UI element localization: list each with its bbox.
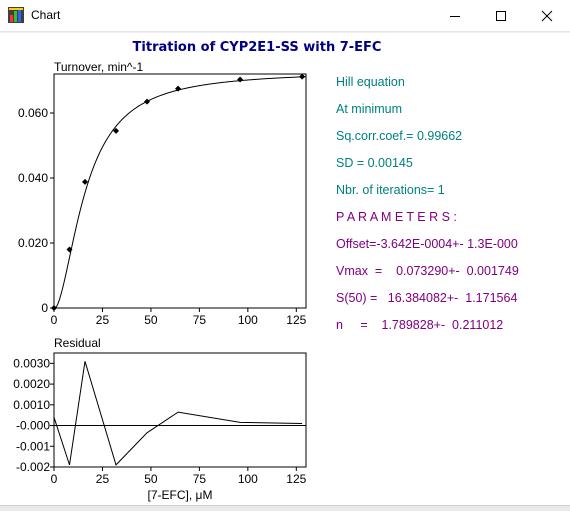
stat-model: Hill equation (336, 75, 405, 89)
data-point (299, 73, 306, 80)
residual-x-tick-label: 0 (51, 472, 58, 486)
main-y-tick-label: 0.060 (18, 106, 48, 120)
residual-y-tick-label: 0.0010 (13, 398, 50, 412)
main-y-tick-label: 0 (41, 301, 48, 315)
params-header: P A R A M E T E R S : (336, 210, 457, 224)
residual-y-tick-label: -0.001 (16, 439, 50, 453)
main-x-tick-label: 125 (286, 313, 306, 327)
residual-x-tick-label: 125 (286, 472, 306, 486)
residual-xlabel: [7-EFC], μM (148, 488, 213, 502)
data-point (237, 76, 244, 83)
stat-at-minimum: At minimum (336, 102, 402, 116)
residual-y-tick-label: -0.000 (16, 419, 50, 433)
maximize-icon (496, 10, 506, 21)
data-point (175, 85, 182, 92)
main-x-tick-label: 100 (238, 313, 258, 327)
fit-curve (54, 76, 307, 309)
data-point (51, 305, 57, 311)
main-x-tick-label: 75 (193, 313, 207, 327)
residual-series-line (53, 361, 303, 466)
residual-x-tick-label: 50 (144, 472, 158, 486)
chart-title: Titration of CYP2E1-SS with 7-EFC (133, 40, 382, 55)
chart-app-icon (8, 7, 24, 23)
window-title: Chart (31, 8, 61, 22)
maximize-button[interactable] (478, 0, 524, 31)
data-point (66, 246, 73, 253)
data-point (144, 98, 151, 105)
main-x-tick-label: 0 (51, 313, 58, 327)
window-bottom-edge (0, 505, 570, 511)
residual-plot-frame (53, 352, 307, 468)
residual-x-tick-label: 75 (193, 472, 207, 486)
param-s50: S(50) = 16.384082+- 1.171564 (336, 291, 517, 305)
main-y-tick-label: 0.040 (18, 171, 48, 185)
minimize-button[interactable] (432, 0, 478, 31)
stat-sd: SD = 0.00145 (336, 156, 413, 170)
param-offset: Offset=-3.642E-0004+- 1.3E-000 (336, 237, 518, 251)
residual-y-tick-label: 0.0020 (13, 377, 50, 391)
minimize-icon (450, 15, 460, 17)
close-icon (541, 10, 553, 21)
main-x-tick-label: 50 (144, 313, 158, 327)
main-y-tick-label: 0.020 (18, 236, 48, 250)
residual-y-tick-label: 0.0030 (13, 356, 50, 370)
stat-sq-corr-coef: Sq.corr.coef.= 0.99662 (336, 129, 462, 143)
close-button[interactable] (524, 0, 570, 31)
main-ylabel: Turnover, min^-1 (54, 60, 144, 74)
param-n: n = 1.789828+- 0.211012 (336, 318, 503, 332)
main-x-tick-label: 25 (96, 313, 110, 327)
main-plot-frame (53, 73, 307, 309)
window-titlebar[interactable]: Chart (0, 0, 570, 32)
chart-client-area (0, 32, 570, 511)
residual-x-tick-label: 25 (96, 472, 110, 486)
residual-x-tick-label: 100 (238, 472, 258, 486)
residual-y-tick-label: -0.002 (16, 460, 50, 474)
residual-title: Residual (54, 336, 101, 350)
stat-iterations: Nbr. of iterations= 1 (336, 183, 445, 197)
param-vmax: Vmax = 0.073290+- 0.001749 (336, 264, 519, 278)
data-point (82, 178, 89, 185)
data-point (113, 127, 120, 134)
